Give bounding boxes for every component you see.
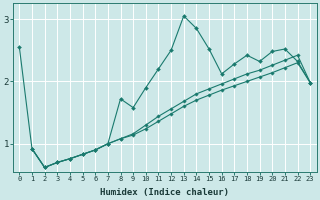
X-axis label: Humidex (Indice chaleur): Humidex (Indice chaleur) (100, 188, 229, 197)
